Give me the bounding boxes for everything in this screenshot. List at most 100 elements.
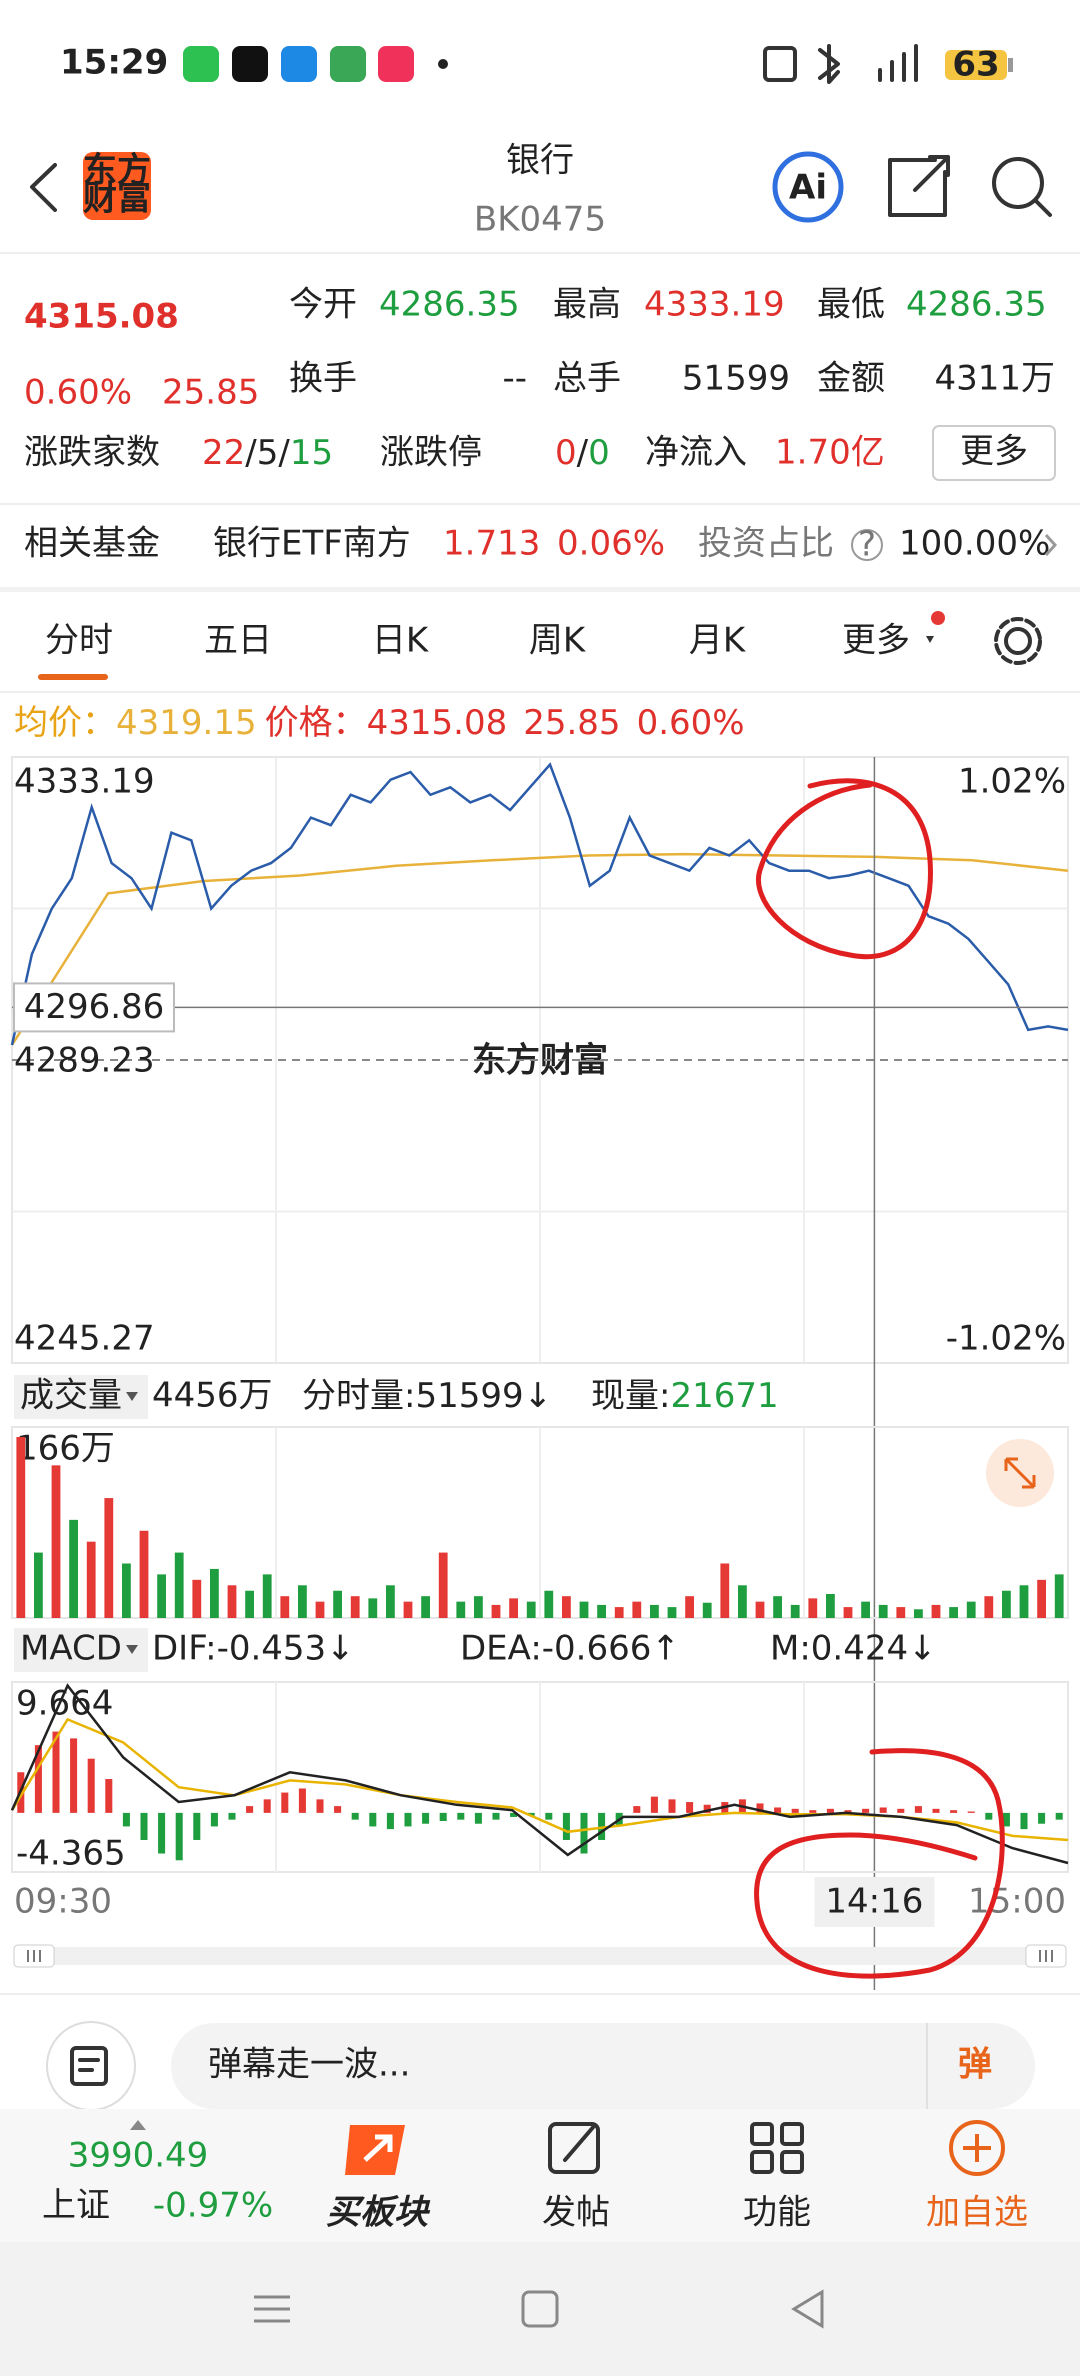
- divider: [0, 503, 1080, 505]
- field-label: 今开: [289, 285, 357, 325]
- expand-button[interactable]: [986, 1439, 1054, 1507]
- divider: [0, 252, 1080, 254]
- change: 25.85: [162, 373, 259, 413]
- macd-bar: [756, 1803, 764, 1813]
- clock: 15:29: [60, 43, 168, 83]
- divider: [0, 691, 1080, 693]
- change-pct: 0.60%: [637, 703, 745, 743]
- dif-label: DIF:-0.453↓: [152, 1629, 355, 1669]
- macd-bar: [826, 1808, 834, 1813]
- volume-total: 4456万: [152, 1376, 273, 1416]
- change-pct: 0.60%: [24, 373, 132, 413]
- volume-bar: [51, 1465, 61, 1618]
- menu-button[interactable]: [254, 2295, 290, 2323]
- crosshair-box: [13, 982, 175, 1033]
- m-label: M:0.424↓: [770, 1629, 937, 1669]
- macd-bar: [228, 1812, 236, 1820]
- comment-icon[interactable]: [46, 2021, 136, 2111]
- volume-bar: [1019, 1585, 1029, 1618]
- macd-bar: [774, 1807, 782, 1813]
- more-button[interactable]: 更多: [932, 425, 1056, 481]
- dropdown-arrow: [126, 1392, 138, 1401]
- fund-label: 相关基金: [24, 524, 160, 564]
- macd-bar: [263, 1799, 271, 1813]
- volume-bar: [16, 1437, 26, 1618]
- nav-item[interactable]: 买板块: [326, 2193, 431, 2233]
- nav-item[interactable]: 发帖: [542, 2193, 610, 2233]
- macd-bar: [844, 1810, 852, 1813]
- nav-icons: [345, 2120, 1005, 2176]
- macd-bar: [897, 1808, 905, 1813]
- macd-bar: [422, 1812, 430, 1824]
- settings-button[interactable]: [994, 617, 1042, 665]
- tab[interactable]: 日K: [372, 621, 430, 661]
- comment-input[interactable]: [171, 2023, 1035, 2109]
- volume-bar: [667, 1607, 677, 1618]
- tab[interactable]: 分时: [45, 621, 113, 661]
- volume-bar: [69, 1519, 78, 1618]
- stock-code: BK0475: [474, 200, 606, 240]
- charts: 4333.19 4245.27 1.02% -1.02% 4289.23 4296.86 1…: [10, 756, 1069, 1990]
- per-value: 51599↓: [415, 1376, 552, 1416]
- fund-price: 1.713: [443, 524, 540, 564]
- macd-bar: [914, 1806, 922, 1813]
- volume-bar: [491, 1604, 501, 1618]
- volume-bar: [526, 1601, 536, 1618]
- time-end: 15:00: [968, 1882, 1066, 1922]
- battery-level: 63: [952, 45, 999, 85]
- volume-bar: [350, 1596, 360, 1618]
- volume-bar: [139, 1530, 149, 1618]
- volume-bar: [1002, 1590, 1011, 1618]
- fund-name[interactable]: 银行ETF南方: [213, 524, 411, 564]
- field-value: 4286.35: [906, 285, 1047, 325]
- indicator-select[interactable]: [14, 1628, 148, 1672]
- scrollbar[interactable]: [13, 1944, 1067, 1968]
- help-icon[interactable]: [851, 529, 883, 561]
- macd-bar: [122, 1812, 130, 1827]
- y-min-label: 4245.27: [14, 1319, 155, 1359]
- tab[interactable]: 五日: [204, 621, 272, 661]
- index-value: 3990.49: [68, 2136, 209, 2176]
- y-min-label: -4.365: [16, 1834, 126, 1874]
- share-button[interactable]: [888, 155, 950, 217]
- volume-bar: [210, 1568, 219, 1618]
- ai-button[interactable]: Ai: [772, 151, 844, 223]
- avg-value: 4319.15: [116, 703, 257, 743]
- macd-bar: [1020, 1812, 1028, 1830]
- macd-bar: [985, 1812, 993, 1820]
- chevron[interactable]: [1044, 533, 1058, 557]
- back-button[interactable]: [30, 163, 57, 212]
- indicator-select[interactable]: [14, 1375, 148, 1419]
- volume-bar: [773, 1596, 782, 1618]
- base-label: 4289.23: [14, 1041, 155, 1081]
- macd-bar: [580, 1812, 588, 1854]
- danmaku-button[interactable]: 弹: [958, 2045, 992, 2085]
- back-nav-button[interactable]: [791, 2289, 824, 2329]
- volume-bar: [738, 1585, 747, 1618]
- volume-bar: [86, 1541, 96, 1618]
- notification-icons: [183, 46, 448, 82]
- nav-item[interactable]: 加自选: [926, 2193, 1028, 2233]
- volume-bar: [720, 1563, 730, 1618]
- macd-bar: [34, 1745, 42, 1813]
- tab-bar: 分时 五日 日K 周K 月K 更多: [45, 621, 910, 661]
- home-button[interactable]: [521, 2290, 559, 2328]
- volume-bar: [984, 1596, 994, 1618]
- nav-item[interactable]: 功能: [743, 2193, 811, 2233]
- volume-bar: [456, 1601, 466, 1618]
- macd-bar: [791, 1808, 799, 1813]
- system-nav: [0, 2242, 1080, 2376]
- volume-bar: [368, 1598, 378, 1618]
- macd-bar: [369, 1812, 377, 1827]
- y-max-label: 4333.19: [14, 762, 155, 802]
- macd-bar: [932, 1808, 940, 1813]
- macd-bar: [879, 1807, 887, 1813]
- divider: [0, 1993, 1080, 1995]
- tab[interactable]: 周K: [529, 621, 587, 661]
- macd-label: MACD: [20, 1629, 122, 1669]
- volume-bar: [104, 1498, 114, 1618]
- macd-bar: [492, 1812, 500, 1820]
- tab[interactable]: 月K: [689, 621, 747, 661]
- tab[interactable]: 更多: [842, 621, 910, 661]
- search-button[interactable]: [992, 157, 1052, 217]
